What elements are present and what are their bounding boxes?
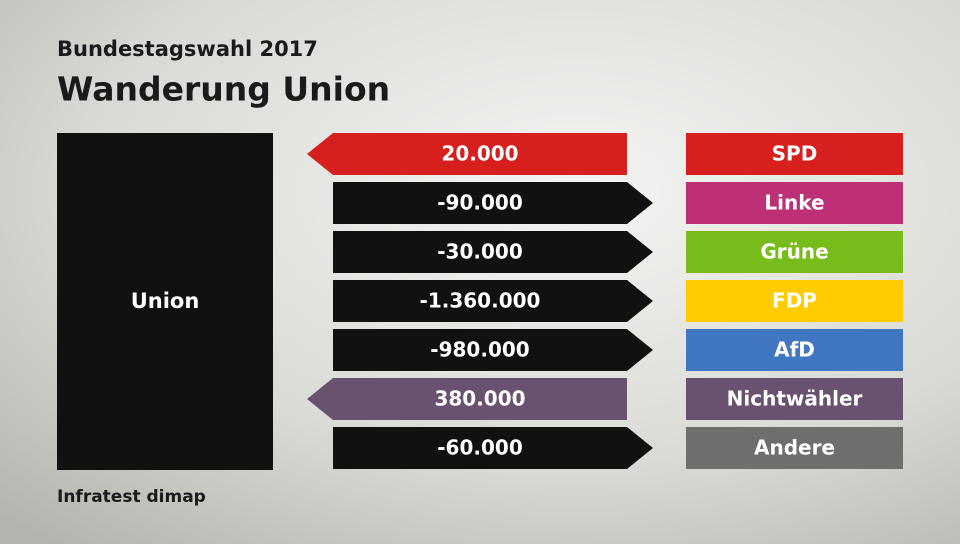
party-box <box>686 378 903 420</box>
subtitle: Bundestagswahl 2017 <box>57 37 318 61</box>
flow-arrow <box>333 329 653 371</box>
party-box <box>686 329 903 371</box>
party-label: Linke <box>764 191 824 215</box>
flow-arrow <box>333 427 653 469</box>
center-label: Union <box>131 289 200 313</box>
party-box <box>686 231 903 273</box>
party-label: SPD <box>772 142 818 166</box>
flow-arrow <box>307 378 627 420</box>
party-label: Grüne <box>760 240 828 264</box>
flow-label: -30.000 <box>437 240 522 264</box>
source: Infratest dimap <box>57 487 206 507</box>
flow-arrow <box>333 231 653 273</box>
flow-label: -1.360.000 <box>420 289 541 313</box>
flow-label: 380.000 <box>434 387 525 411</box>
party-box <box>686 133 903 175</box>
party-label: AfD <box>774 338 815 362</box>
flow-arrow <box>307 133 627 175</box>
flow-arrow <box>333 280 653 322</box>
flow-label: -980.000 <box>430 338 529 362</box>
party-label: FDP <box>772 289 817 313</box>
party-label: Nichtwähler <box>727 387 863 411</box>
party-box <box>686 182 903 224</box>
party-box <box>686 427 903 469</box>
flow-label: 20.000 <box>441 142 518 166</box>
title: Wanderung Union <box>57 70 390 109</box>
flow-arrow <box>333 182 653 224</box>
party-label: Andere <box>754 436 835 460</box>
flow-label: -60.000 <box>437 436 522 460</box>
flow-label: -90.000 <box>437 191 522 215</box>
center-box <box>57 133 273 470</box>
party-box <box>686 280 903 322</box>
